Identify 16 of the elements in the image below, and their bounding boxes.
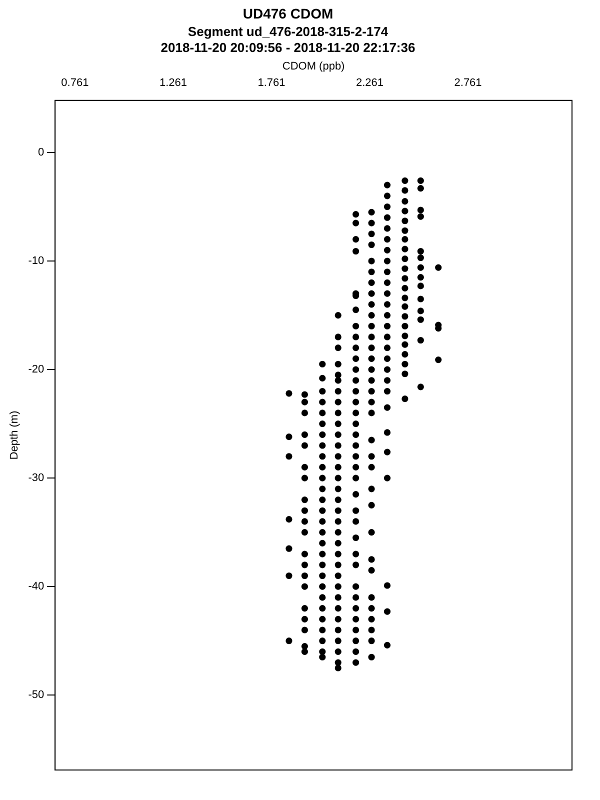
y-tick-label: 0	[38, 146, 44, 159]
x-tick-label: 1.761	[258, 76, 286, 89]
y-tick-label: -20	[28, 364, 44, 376]
x-tick-label: 1.261	[159, 76, 187, 89]
chart-title: UD476 CDOM	[242, 5, 334, 22]
x-axis-title: CDOM (ppb)	[282, 60, 345, 73]
chart-subtitle: Segment ud_476-2018-315-2-174	[188, 24, 389, 40]
x-tick-label: 2.261	[356, 76, 384, 89]
x-tick-label: 0.761	[61, 76, 89, 89]
y-tick-label: -50	[28, 689, 44, 702]
y-axis-title: Depth (m)	[8, 410, 21, 460]
x-tick-label: 2.761	[454, 76, 482, 89]
text: 2018-11-20 20:09:56 - 2018-11-20 22:17:36	[160, 40, 416, 55]
y-tick-label: -30	[28, 472, 44, 484]
y-tick-label: -10	[28, 255, 44, 268]
y-tick-label: -40	[28, 580, 44, 593]
